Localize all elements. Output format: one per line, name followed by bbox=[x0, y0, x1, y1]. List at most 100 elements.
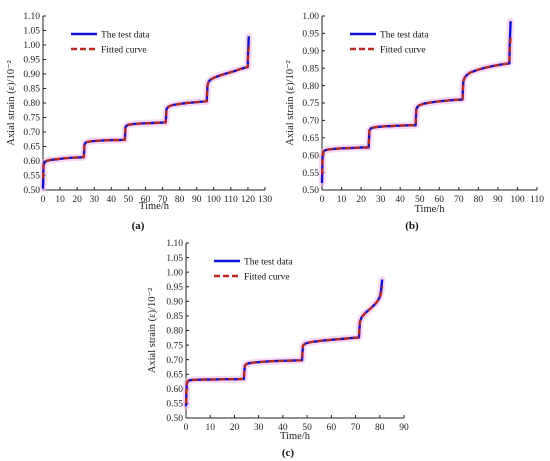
x-tick-label: 110 bbox=[224, 195, 238, 205]
panel-label: (a) bbox=[132, 220, 145, 232]
series-line-test-data bbox=[41, 36, 250, 189]
panel-label: (c) bbox=[282, 447, 295, 459]
x-tick-label: 90 bbox=[399, 423, 409, 433]
panel-label: (b) bbox=[405, 220, 419, 232]
x-tick-label: 10 bbox=[205, 423, 215, 433]
y-tick-label: 0.95 bbox=[166, 283, 183, 293]
x-tick-label: 110 bbox=[530, 195, 544, 205]
y-tick-label: 0.60 bbox=[166, 385, 183, 395]
x-tick-label: 80 bbox=[474, 195, 484, 205]
x-tick-label: 30 bbox=[89, 195, 99, 205]
x-axis-title: Time/h bbox=[139, 201, 170, 212]
y-tick-label: 0.65 bbox=[166, 370, 183, 380]
x-tick-label: 10 bbox=[55, 195, 65, 205]
series-line-fitted-curve bbox=[41, 46, 250, 179]
x-tick-label: 80 bbox=[375, 423, 385, 433]
y-tick-label: 0.65 bbox=[23, 143, 40, 153]
y-tick-label: 1.10 bbox=[166, 239, 183, 249]
y-tick-label: 1.00 bbox=[23, 41, 40, 51]
x-tick-label: 60 bbox=[327, 423, 337, 433]
x-tick-label: 10 bbox=[337, 195, 347, 205]
x-tick-label: 50 bbox=[124, 195, 134, 205]
series-line-fitted-curve bbox=[184, 286, 384, 404]
legend-label-test-data: The test data bbox=[244, 258, 293, 268]
x-tick-label: 60 bbox=[435, 195, 445, 205]
x-tick-label: 70 bbox=[158, 195, 168, 205]
x-tick-label: 30 bbox=[254, 423, 264, 433]
x-tick-label: 40 bbox=[278, 423, 288, 433]
x-tick-label: 100 bbox=[207, 195, 222, 205]
y-tick-label: 0.55 bbox=[166, 400, 183, 410]
legend-label-test-data: The test data bbox=[101, 31, 150, 41]
y-axis-title: Axial strain (ε)/10⁻² bbox=[285, 60, 296, 145]
y-tick-label: 0.85 bbox=[302, 64, 319, 74]
y-tick-label: 0.80 bbox=[166, 327, 183, 337]
x-tick-label: 50 bbox=[302, 423, 312, 433]
x-tick-label: 70 bbox=[351, 423, 361, 433]
x-tick-label: 100 bbox=[510, 195, 525, 205]
series-line-test-data bbox=[184, 279, 384, 407]
series-halo bbox=[182, 276, 386, 410]
y-tick-label: 0.95 bbox=[302, 30, 319, 40]
x-axis-title: Time/h bbox=[415, 204, 446, 215]
y-tick-label: 0.50 bbox=[302, 186, 319, 196]
legend: The test data Fitted curve bbox=[71, 31, 150, 56]
y-axis-title: Axial strain (ε)/10⁻² bbox=[6, 60, 17, 145]
y-tick-label: 0.55 bbox=[23, 172, 40, 182]
y-tick-label: 0.55 bbox=[302, 169, 319, 179]
legend-label-fitted-curve: Fitted curve bbox=[244, 273, 290, 283]
x-tick-label: 30 bbox=[376, 195, 386, 205]
y-tick-label: 0.70 bbox=[302, 117, 319, 127]
x-tick-label: 120 bbox=[241, 195, 256, 205]
legend-label-test-data: The test data bbox=[380, 31, 429, 41]
y-tick-label: 0.75 bbox=[302, 99, 319, 109]
y-tick-label: 1.05 bbox=[23, 27, 40, 37]
x-axis-title: Time/h bbox=[280, 431, 311, 442]
y-tick-label: 0.50 bbox=[23, 186, 40, 196]
y-tick-label: 1.10 bbox=[23, 12, 40, 22]
chart-panel-1: 0.50 0.55 0.60 0.65 0.70 0.75 0.80 0.85 0.90 0.95… bbox=[6, 12, 272, 232]
y-tick-label: 0.90 bbox=[23, 70, 40, 80]
chart-panel-3: 0.50 0.55 0.60 0.65 0.70 0.75 0.80 0.85 0.90 0.95… bbox=[147, 239, 409, 459]
y-tick-label: 0.85 bbox=[23, 85, 40, 95]
y-tick-label: 0.90 bbox=[302, 47, 319, 57]
y-tick-label: 0.80 bbox=[302, 82, 319, 92]
x-tick-label: 40 bbox=[107, 195, 117, 205]
x-tick-label: 0 bbox=[184, 423, 189, 433]
y-axis-title: Axial strain (ε)/10⁻² bbox=[147, 288, 158, 373]
legend: The test data Fitted curve bbox=[350, 31, 429, 56]
y-tick-label: 0.65 bbox=[302, 134, 319, 144]
series-line-fitted-curve bbox=[320, 36, 512, 175]
legend-label-fitted-curve: Fitted curve bbox=[380, 46, 426, 56]
series-halo bbox=[39, 32, 253, 193]
y-tick-label: 0.60 bbox=[23, 157, 40, 167]
x-tick-label: 20 bbox=[72, 195, 82, 205]
y-tick-label: 0.85 bbox=[166, 312, 183, 322]
x-tick-label: 70 bbox=[454, 195, 464, 205]
chart-panel-2: 0.50 0.55 0.60 0.65 0.70 0.75 0.80 0.85 0.90 0.95… bbox=[285, 12, 544, 232]
x-tick-label: 40 bbox=[395, 195, 405, 205]
x-tick-label: 0 bbox=[41, 195, 46, 205]
x-tick-label: 20 bbox=[356, 195, 366, 205]
x-tick-label: 90 bbox=[493, 195, 503, 205]
y-tick-label: 0.95 bbox=[23, 56, 40, 66]
y-tick-label: 1.00 bbox=[302, 12, 319, 22]
y-tick-label: 0.60 bbox=[302, 151, 319, 161]
y-tick-label: 0.70 bbox=[166, 356, 183, 366]
legend-label-fitted-curve: Fitted curve bbox=[101, 46, 147, 56]
y-tick-label: 1.00 bbox=[166, 268, 183, 278]
y-tick-label: 0.90 bbox=[166, 298, 183, 308]
x-tick-label: 0 bbox=[320, 195, 325, 205]
x-tick-label: 20 bbox=[230, 423, 240, 433]
legend: The test data Fitted curve bbox=[214, 258, 293, 283]
y-tick-label: 0.80 bbox=[23, 99, 40, 109]
y-tick-label: 1.05 bbox=[166, 254, 183, 264]
y-tick-label: 0.70 bbox=[23, 128, 40, 138]
y-tick-label: 0.50 bbox=[166, 414, 183, 424]
x-tick-label: 130 bbox=[258, 195, 273, 205]
x-tick-label: 60 bbox=[141, 195, 151, 205]
x-tick-label: 90 bbox=[192, 195, 202, 205]
x-tick-label: 50 bbox=[415, 195, 425, 205]
y-tick-label: 0.75 bbox=[166, 341, 183, 351]
